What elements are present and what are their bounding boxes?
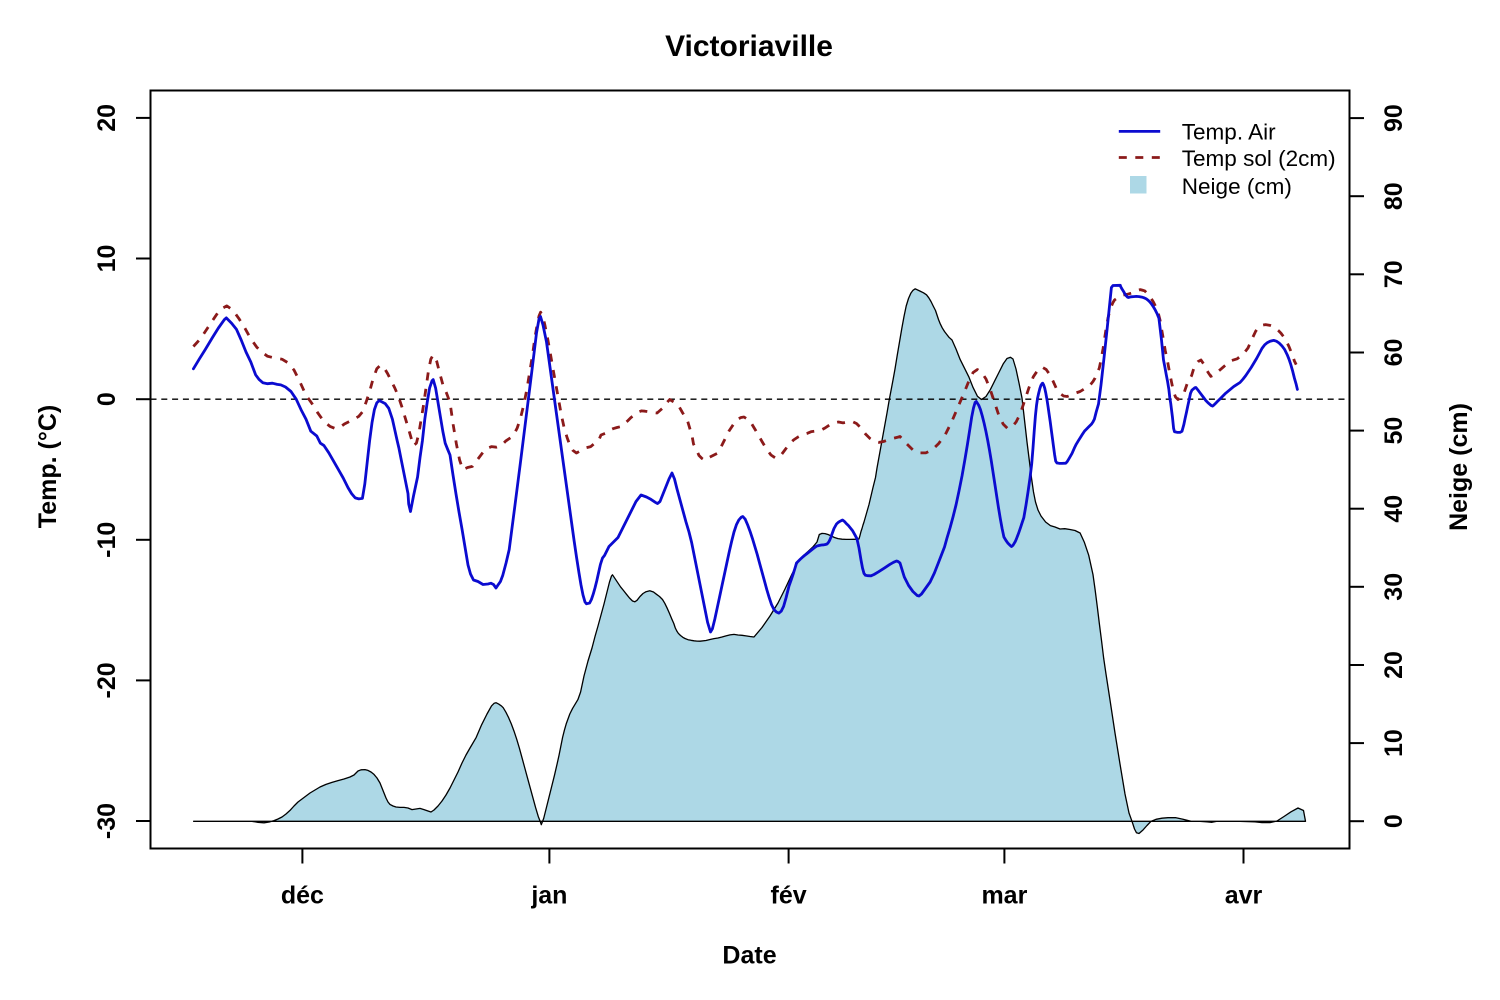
svg-text:10: 10 — [93, 245, 121, 273]
svg-text:30: 30 — [1380, 573, 1408, 601]
svg-text:20: 20 — [93, 104, 121, 132]
svg-text:fév: fév — [771, 882, 807, 910]
svg-text:Date: Date — [722, 941, 776, 969]
svg-text:jan: jan — [530, 882, 567, 910]
svg-text:-20: -20 — [93, 662, 121, 698]
svg-text:60: 60 — [1380, 339, 1408, 367]
svg-text:Temp. (°C): Temp. (°C) — [34, 405, 62, 528]
svg-text:20: 20 — [1380, 651, 1408, 679]
svg-text:-10: -10 — [93, 522, 121, 558]
svg-text:10: 10 — [1380, 729, 1408, 757]
svg-text:déc: déc — [281, 882, 324, 910]
svg-text:0: 0 — [93, 392, 121, 406]
svg-text:Temp. Air: Temp. Air — [1182, 120, 1276, 145]
svg-text:avr: avr — [1225, 882, 1263, 910]
svg-text:Neige (cm): Neige (cm) — [1445, 403, 1473, 531]
svg-text:-30: -30 — [93, 803, 121, 839]
svg-text:50: 50 — [1380, 417, 1408, 445]
svg-text:Victoriaville: Victoriaville — [665, 30, 833, 63]
svg-text:40: 40 — [1380, 495, 1408, 523]
svg-text:Neige (cm): Neige (cm) — [1182, 174, 1292, 199]
svg-text:90: 90 — [1380, 104, 1408, 132]
svg-text:80: 80 — [1380, 182, 1408, 210]
svg-text:Temp sol (2cm): Temp sol (2cm) — [1182, 146, 1336, 171]
svg-text:70: 70 — [1380, 260, 1408, 288]
svg-text:mar: mar — [981, 882, 1027, 910]
svg-text:0: 0 — [1380, 814, 1408, 828]
